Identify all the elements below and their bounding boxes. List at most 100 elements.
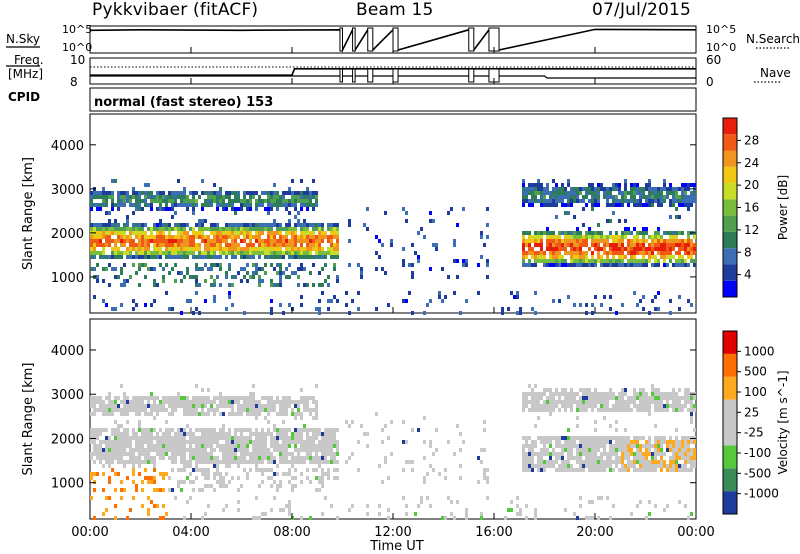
range-cell (576, 400, 579, 404)
range-cell (483, 472, 486, 476)
velocity-colorbar-swatch (723, 399, 737, 423)
range-cell (321, 468, 324, 472)
range-cell (345, 291, 348, 295)
range-cell (258, 400, 261, 404)
range-cell (297, 460, 300, 464)
range-cell (429, 444, 432, 448)
range-cell (591, 195, 594, 199)
range-cell (537, 456, 540, 460)
range-cell (228, 440, 231, 444)
range-cell (177, 247, 180, 251)
range-cell (216, 231, 219, 235)
range-cell (150, 303, 153, 307)
range-cell (582, 263, 585, 267)
range-cell (231, 275, 234, 279)
range-cell (669, 468, 672, 472)
range-cell (258, 275, 261, 279)
range-cell (609, 396, 612, 400)
range-cell (246, 444, 249, 448)
range-cell (417, 231, 420, 235)
range-cell (156, 247, 159, 251)
range-cell (219, 187, 222, 191)
range-cell (189, 404, 192, 408)
range-cell (609, 219, 612, 223)
range-cell (132, 464, 135, 468)
range-cell (660, 203, 663, 207)
range-cell (558, 436, 561, 440)
range-cell (138, 267, 141, 271)
range-cell (636, 187, 639, 191)
range-cell (264, 456, 267, 460)
range-cell (120, 231, 123, 235)
range-cell (237, 408, 240, 412)
range-cell (216, 227, 219, 231)
range-cell (681, 199, 684, 203)
range-cell (444, 476, 447, 480)
range-cell (183, 452, 186, 456)
range-cell (120, 227, 123, 231)
range-cell (564, 392, 567, 396)
range-cell (246, 227, 249, 231)
range-cell (207, 191, 210, 195)
range-cell (564, 444, 567, 448)
range-cell (210, 223, 213, 227)
range-cell (678, 259, 681, 263)
range-cell (552, 243, 555, 247)
range-cell (663, 404, 666, 408)
range-cell (402, 496, 405, 500)
range-cell (147, 195, 150, 199)
range-cell (297, 275, 300, 279)
power-colorbar-tick-label: 12 (744, 223, 759, 237)
range-cell (549, 191, 552, 195)
range-cell (594, 231, 597, 235)
range-cell (231, 191, 234, 195)
range-cell (117, 472, 120, 476)
range-cell (636, 263, 639, 267)
range-cell (222, 203, 225, 207)
range-cell (579, 448, 582, 452)
range-cell (693, 408, 696, 412)
range-cell (300, 239, 303, 243)
range-cell (624, 392, 627, 396)
range-cell (171, 452, 174, 456)
range-cell (321, 456, 324, 460)
range-cell (546, 227, 549, 231)
range-cell (330, 428, 333, 432)
range-cell (582, 239, 585, 243)
range-cell (198, 400, 201, 404)
range-cell (261, 460, 264, 464)
range-cell (285, 267, 288, 271)
range-cell (366, 207, 369, 211)
range-cell (249, 452, 252, 456)
range-cell (660, 255, 663, 259)
range-cell (285, 207, 288, 211)
range-cell (570, 400, 573, 404)
range-cell (219, 460, 222, 464)
range-cell (117, 203, 120, 207)
range-cell (552, 231, 555, 235)
range-cell (678, 468, 681, 472)
range-cell (90, 235, 93, 239)
range-cell (606, 460, 609, 464)
range-cell (318, 227, 321, 231)
range-cell (636, 408, 639, 412)
range-cell (543, 259, 546, 263)
range-cell (237, 456, 240, 460)
range-cell (273, 191, 276, 195)
range-cell (684, 263, 687, 267)
range-cell (111, 231, 114, 235)
range-cell (159, 263, 162, 267)
range-cell (144, 199, 147, 203)
range-cell (90, 195, 93, 199)
range-cell (111, 267, 114, 271)
range-cell (486, 259, 489, 263)
range-cell (312, 191, 315, 195)
range-cell (201, 396, 204, 400)
range-cell (192, 468, 195, 472)
range-cell (123, 263, 126, 267)
range-cell (192, 432, 195, 436)
range-cell (597, 187, 600, 191)
range-cell (117, 231, 120, 235)
range-cell (309, 452, 312, 456)
range-cell (264, 468, 267, 472)
